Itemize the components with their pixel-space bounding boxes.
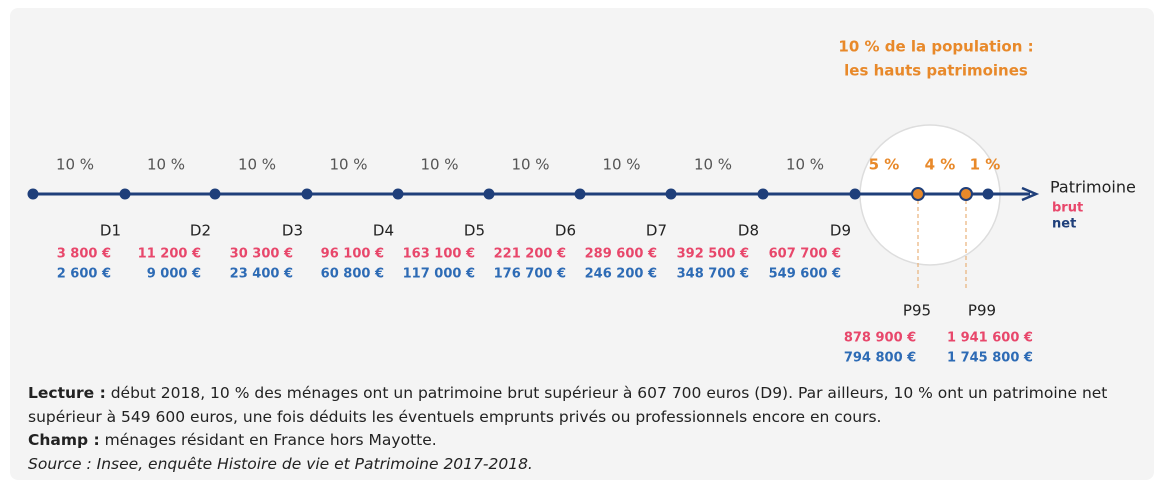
- net-value: 60 800 €: [321, 267, 384, 282]
- dot: [301, 188, 313, 200]
- brut-value: 3 800 €: [57, 247, 111, 262]
- brut-value: 289 600 €: [585, 247, 657, 262]
- percentile-dot: [959, 187, 973, 201]
- brut-value: 11 200 €: [138, 247, 201, 262]
- net-value: 9 000 €: [147, 267, 201, 282]
- percentile-label: P95: [903, 302, 931, 320]
- share-label: 10 %: [56, 156, 94, 174]
- brut-value: 221 200 €: [494, 247, 566, 262]
- dot: [574, 188, 586, 200]
- champ-text: ménages résidant en France hors Mayotte.: [104, 431, 437, 449]
- share-label: 10 %: [694, 156, 732, 174]
- source: Source : Insee, enquête Histoire de vie …: [28, 453, 1148, 477]
- dot: [483, 188, 495, 200]
- callout: les hauts patrimoines: [844, 62, 1028, 80]
- brut-value: 30 300 €: [230, 247, 293, 262]
- champ-label: Champ :: [28, 431, 100, 449]
- diagram: 10 % de la population : les hauts patrim…: [27, 38, 1136, 366]
- high-share-label: 1 %: [970, 156, 1001, 174]
- net-value: 348 700 €: [677, 267, 749, 282]
- high-share-label: 4 %: [925, 156, 956, 174]
- decile-label: D8: [738, 222, 759, 240]
- dot: [119, 188, 131, 200]
- share-label: 10 %: [147, 156, 185, 174]
- net-value: 23 400 €: [230, 267, 293, 282]
- decile-label: D1: [100, 222, 121, 240]
- net-value: 2 600 €: [57, 267, 111, 282]
- share-label: 10 %: [420, 156, 458, 174]
- brut-value: 878 900 €: [844, 331, 916, 346]
- brut-value: 163 100 €: [403, 247, 475, 262]
- share-label: 10 %: [602, 156, 640, 174]
- net-value: 1 745 800 €: [947, 351, 1033, 366]
- decile-label: D4: [373, 222, 394, 240]
- lecture: Lecture : début 2018, 10 % des ménages o…: [28, 382, 1148, 429]
- share-label: 10 %: [329, 156, 367, 174]
- legend-brut: brut: [1052, 201, 1083, 216]
- legend-net: net: [1052, 217, 1076, 232]
- share-label: 10 %: [511, 156, 549, 174]
- decile-label: D6: [555, 222, 576, 240]
- decile-label: D9: [830, 222, 851, 240]
- dot: [392, 188, 404, 200]
- dot: [665, 188, 677, 200]
- dot: [27, 188, 39, 200]
- net-value: 117 000 €: [403, 267, 475, 282]
- share-label: 10 %: [238, 156, 276, 174]
- brut-value: 1 941 600 €: [947, 331, 1033, 346]
- champ: Champ : ménages résidant en France hors …: [28, 429, 1148, 453]
- arrow-head: [1021, 186, 1040, 202]
- high-share-label: 5 %: [869, 156, 900, 174]
- dot: [982, 188, 994, 200]
- lecture-text: début 2018, 10 % des ménages ont un patr…: [28, 384, 1108, 426]
- brut-value: 607 700 €: [769, 247, 841, 262]
- decile-label: D7: [646, 222, 667, 240]
- decile-label: D3: [282, 222, 303, 240]
- decile-label: D5: [464, 222, 485, 240]
- percentile-label: P99: [968, 302, 996, 320]
- axis-label: Patrimoine: [1050, 178, 1136, 197]
- callout: 10 % de la population :: [838, 38, 1033, 56]
- decile-label: D2: [190, 222, 211, 240]
- dot: [209, 188, 221, 200]
- source-text: Source : Insee, enquête Histoire de vie …: [28, 454, 533, 473]
- lecture-label: Lecture :: [28, 384, 106, 402]
- dot: [849, 188, 861, 200]
- dot: [757, 188, 769, 200]
- brut-value: 392 500 €: [677, 247, 749, 262]
- notes: Lecture : début 2018, 10 % des ménages o…: [28, 382, 1148, 476]
- share-label: 10 %: [786, 156, 824, 174]
- brut-value: 96 100 €: [321, 247, 384, 262]
- net-value: 794 800 €: [844, 351, 916, 366]
- net-value: 246 200 €: [585, 267, 657, 282]
- net-value: 549 600 €: [769, 267, 841, 282]
- net-value: 176 700 €: [494, 267, 566, 282]
- percentile-dot: [911, 187, 925, 201]
